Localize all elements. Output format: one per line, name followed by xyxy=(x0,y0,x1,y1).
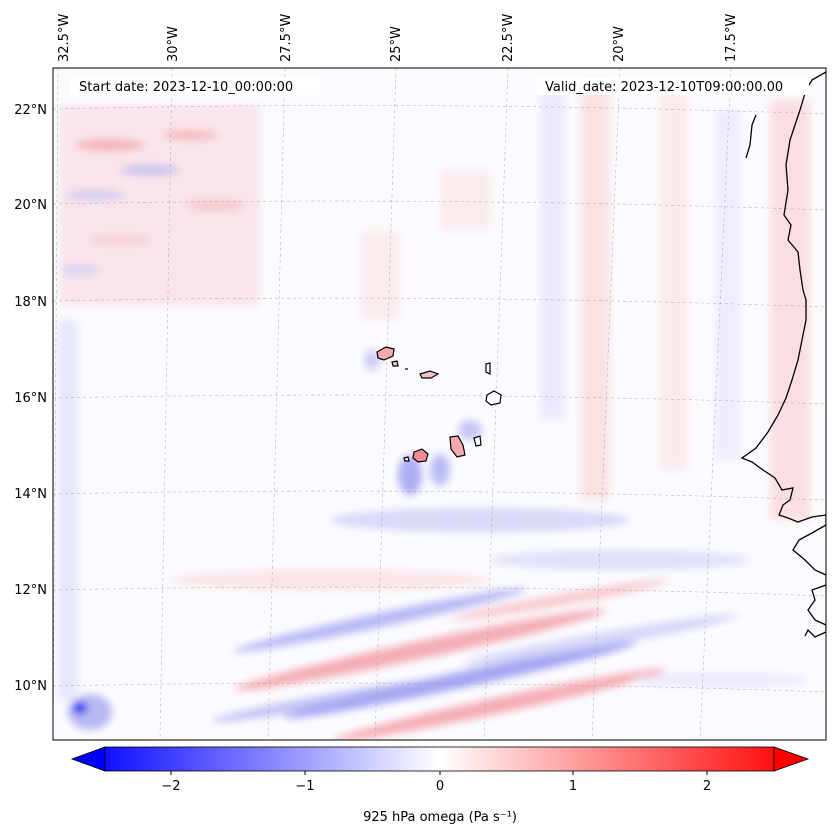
lat-label: 14°N xyxy=(14,487,47,502)
western-sahara-coast-fragment xyxy=(745,114,757,159)
graticule xyxy=(53,68,826,740)
colorbar-max-extend xyxy=(773,746,810,772)
colorbar-label: 925 hPa omega (Pa s⁻¹) xyxy=(363,810,517,825)
colorbar-min-extend xyxy=(70,746,106,772)
lat-label: 22°N xyxy=(14,103,47,118)
island-brava xyxy=(403,456,410,462)
lat-label: 12°N xyxy=(14,583,47,598)
longitude-labels: 32.5°W 30°W 27.5°W 25°W 22.5°W 20°W 17.5… xyxy=(57,14,739,62)
island-santiago xyxy=(449,435,466,458)
lon-label: 27.5°W xyxy=(279,14,294,62)
lon-label: 30°W xyxy=(166,26,181,62)
island-boa-vista xyxy=(485,390,502,406)
colorbar-tick-label: 2 xyxy=(703,779,711,794)
island-sao-vicente xyxy=(391,360,399,367)
lon-label: 17.5°W xyxy=(724,14,739,62)
lon-label: 22.5°W xyxy=(501,14,516,62)
colorbar-tick-label: −1 xyxy=(295,779,314,794)
lon-label: 25°W xyxy=(389,26,404,62)
lat-label: 20°N xyxy=(14,198,47,213)
africa-coastline xyxy=(740,71,826,638)
colorbar-tick-label: 0 xyxy=(436,779,444,794)
colorbar-tick-label: −2 xyxy=(161,779,180,794)
cape-verde-islands xyxy=(376,346,502,463)
island-santo-antao xyxy=(376,346,395,361)
island-maio xyxy=(473,435,482,447)
valid-date-label: Valid_date: 2023-12-10T09:00:00.00 xyxy=(545,80,783,95)
lon-label: 20°W xyxy=(612,26,627,62)
island-sao-nicolau xyxy=(419,370,440,379)
lat-label: 10°N xyxy=(14,679,47,694)
colorbar: −2 −1 0 1 2 925 hPa omega (Pa s⁻¹) xyxy=(70,746,810,825)
map-panel: Start date: 2023-12-10_00:00:00 Valid_da… xyxy=(52,67,827,741)
lon-label: 32.5°W xyxy=(57,14,72,62)
lat-label: 18°N xyxy=(14,295,47,310)
omega-field xyxy=(58,80,810,740)
latitude-labels: 22°N 20°N 18°N 16°N 14°N 12°N 10°N xyxy=(14,103,47,694)
lat-label: 16°N xyxy=(14,391,47,406)
island-sal xyxy=(485,362,491,375)
start-date-label: Start date: 2023-12-10_00:00:00 xyxy=(79,80,293,95)
island-fogo xyxy=(412,448,429,463)
colorbar-gradient xyxy=(104,746,775,772)
colorbar-tick-label: 1 xyxy=(569,779,577,794)
